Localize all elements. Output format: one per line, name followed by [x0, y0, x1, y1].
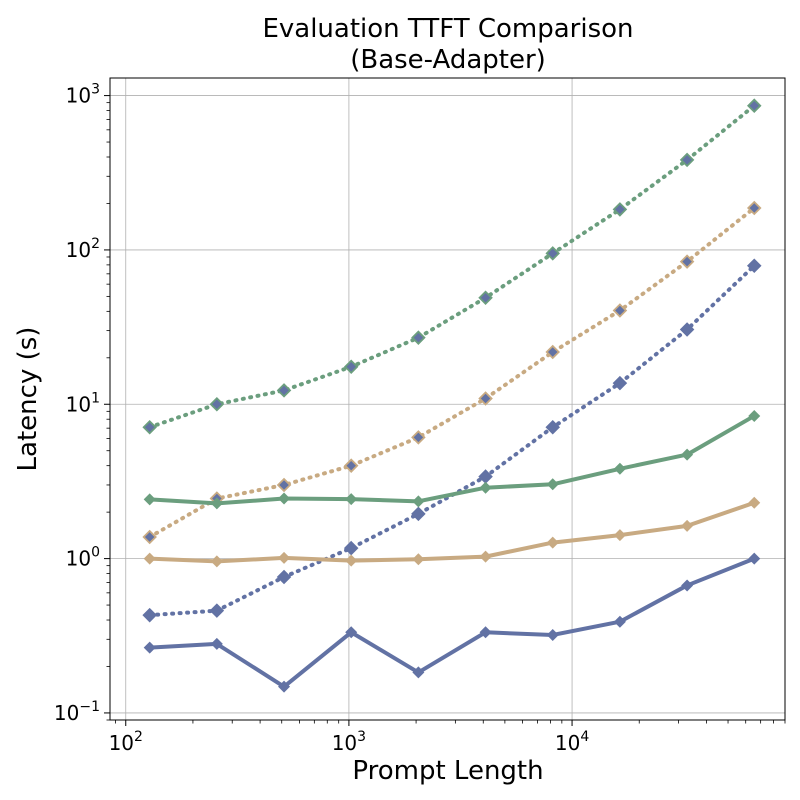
data-point — [613, 462, 626, 475]
series-solid-4 — [143, 496, 761, 568]
series-line — [149, 556, 756, 689]
series-line — [147, 103, 757, 430]
data-point — [612, 303, 628, 318]
data-point — [746, 200, 762, 216]
x-tick-label: 103 — [332, 729, 366, 755]
data-point — [142, 607, 157, 623]
data-point — [210, 637, 223, 650]
data-point — [679, 152, 695, 168]
data-point — [411, 330, 426, 345]
ticks: 102 103 104 10−1 100 101 102 103 — [54, 82, 786, 755]
data-point — [142, 419, 157, 435]
plot-frame — [109, 77, 786, 721]
data-point — [143, 641, 156, 654]
chart-title-line2: (Base-Adapter) — [350, 45, 546, 75]
data-point — [748, 409, 761, 422]
data-point — [748, 496, 761, 509]
data-point — [478, 290, 493, 306]
data-point — [478, 391, 493, 406]
data-point — [209, 603, 225, 618]
data-point — [345, 626, 358, 639]
y-tick-label: 103 — [66, 82, 100, 108]
series-line — [149, 414, 756, 506]
data-point — [545, 246, 561, 261]
y-tick-label: 10−1 — [54, 699, 100, 725]
data-point — [278, 551, 291, 564]
data-point — [545, 344, 561, 360]
data-point — [278, 680, 291, 693]
data-point — [613, 615, 626, 628]
data-point — [546, 478, 559, 491]
data-point — [143, 493, 156, 506]
data-point — [411, 506, 426, 522]
data-point — [209, 396, 225, 412]
series-dotted-1 — [142, 200, 762, 545]
data-point — [681, 579, 694, 592]
data-point — [210, 555, 223, 568]
data-point — [276, 383, 292, 398]
series-layer — [142, 98, 762, 693]
series-solid-5 — [143, 552, 761, 693]
data-point — [343, 359, 359, 375]
y-tick-label: 102 — [66, 236, 100, 262]
series-dotted-0 — [142, 98, 762, 435]
data-point — [276, 569, 292, 585]
data-point — [210, 497, 223, 510]
data-point — [681, 448, 694, 461]
data-point — [681, 519, 694, 532]
data-point — [343, 540, 359, 556]
data-point — [679, 254, 695, 269]
data-point — [546, 628, 559, 641]
data-point — [613, 529, 626, 542]
series-line — [149, 500, 755, 564]
data-point — [748, 552, 761, 565]
x-axis-label: Prompt Length — [352, 756, 543, 786]
data-point — [276, 477, 292, 493]
series-solid-3 — [143, 409, 761, 510]
data-point — [546, 536, 559, 549]
data-point — [412, 495, 425, 508]
data-point — [679, 322, 695, 337]
data-point — [278, 492, 291, 505]
y-tick-label: 100 — [66, 545, 100, 571]
data-point — [412, 666, 425, 679]
x-tick-label: 102 — [109, 729, 143, 755]
data-point — [545, 419, 561, 435]
data-point — [345, 493, 358, 506]
data-point — [412, 553, 425, 566]
y-axis-label: Latency (s) — [13, 327, 43, 472]
data-point — [345, 554, 358, 567]
data-point — [479, 626, 492, 639]
data-point — [479, 481, 492, 494]
data-point — [411, 430, 426, 445]
data-point — [143, 552, 156, 565]
data-point — [612, 375, 628, 391]
data-point — [479, 550, 492, 563]
data-point — [746, 98, 762, 113]
data-point — [746, 258, 762, 273]
data-point — [343, 458, 359, 473]
data-point — [142, 529, 157, 545]
series-line — [147, 205, 757, 540]
y-tick-label: 101 — [66, 390, 100, 416]
x-tick-label: 104 — [555, 729, 589, 755]
data-point — [612, 202, 628, 217]
chart-title-line1: Evaluation TTFT Comparison — [262, 14, 633, 44]
